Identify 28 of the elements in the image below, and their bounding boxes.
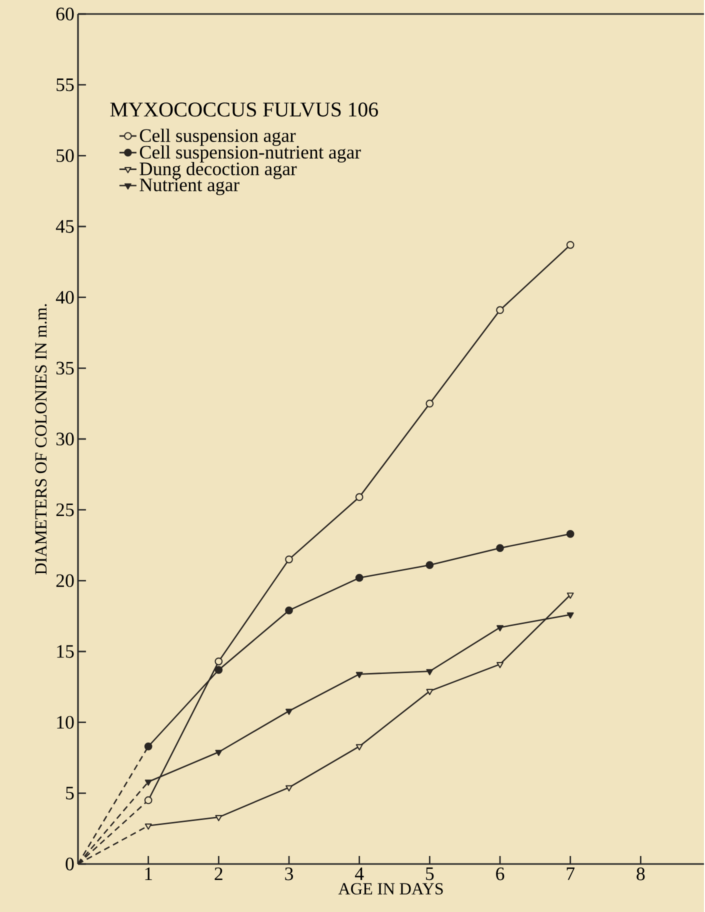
y-tick-label: 20 [56,574,74,588]
legend-title: MYXOCOCCUS FULVUS 106 [110,102,378,117]
y-tick-label: 5 [66,786,74,800]
x-tick-label: 4 [355,868,364,880]
y-tick-label: 35 [56,362,74,375]
y-axis-title: DIAMETERS OF COLONIES IN m.m. [35,304,47,574]
x-tick-label: 8 [636,868,645,880]
y-tick-label: 15 [57,645,74,658]
x-tick-label: 6 [496,868,504,880]
x-tick-label: 1 [145,868,152,880]
legend-label: Dung decoction agar [140,162,297,180]
y-tick-label: 30 [56,432,74,446]
legend-label: Nutrient agar [140,178,240,196]
x-axis-title: AGE IN DAYS [338,883,443,895]
legend-label: Cell suspension-nutrient agar [140,145,361,163]
y-tick-label: 60 [56,8,74,20]
y-tick-label: 25 [56,503,74,516]
x-tick-label: 3 [285,868,294,880]
y-tick-label: 0 [66,858,74,870]
y-tick-label: 50 [56,149,74,162]
y-tick-label: 55 [56,78,74,92]
x-tick-label: 5 [426,868,434,880]
legend-label: Cell suspension agar [140,128,296,146]
x-tick-label: 2 [214,868,222,880]
x-tick-label: 7 [566,868,575,880]
y-tick-label: 45 [56,220,74,233]
y-tick-label: 10 [57,716,74,729]
y-tick-label: 40 [56,290,74,304]
